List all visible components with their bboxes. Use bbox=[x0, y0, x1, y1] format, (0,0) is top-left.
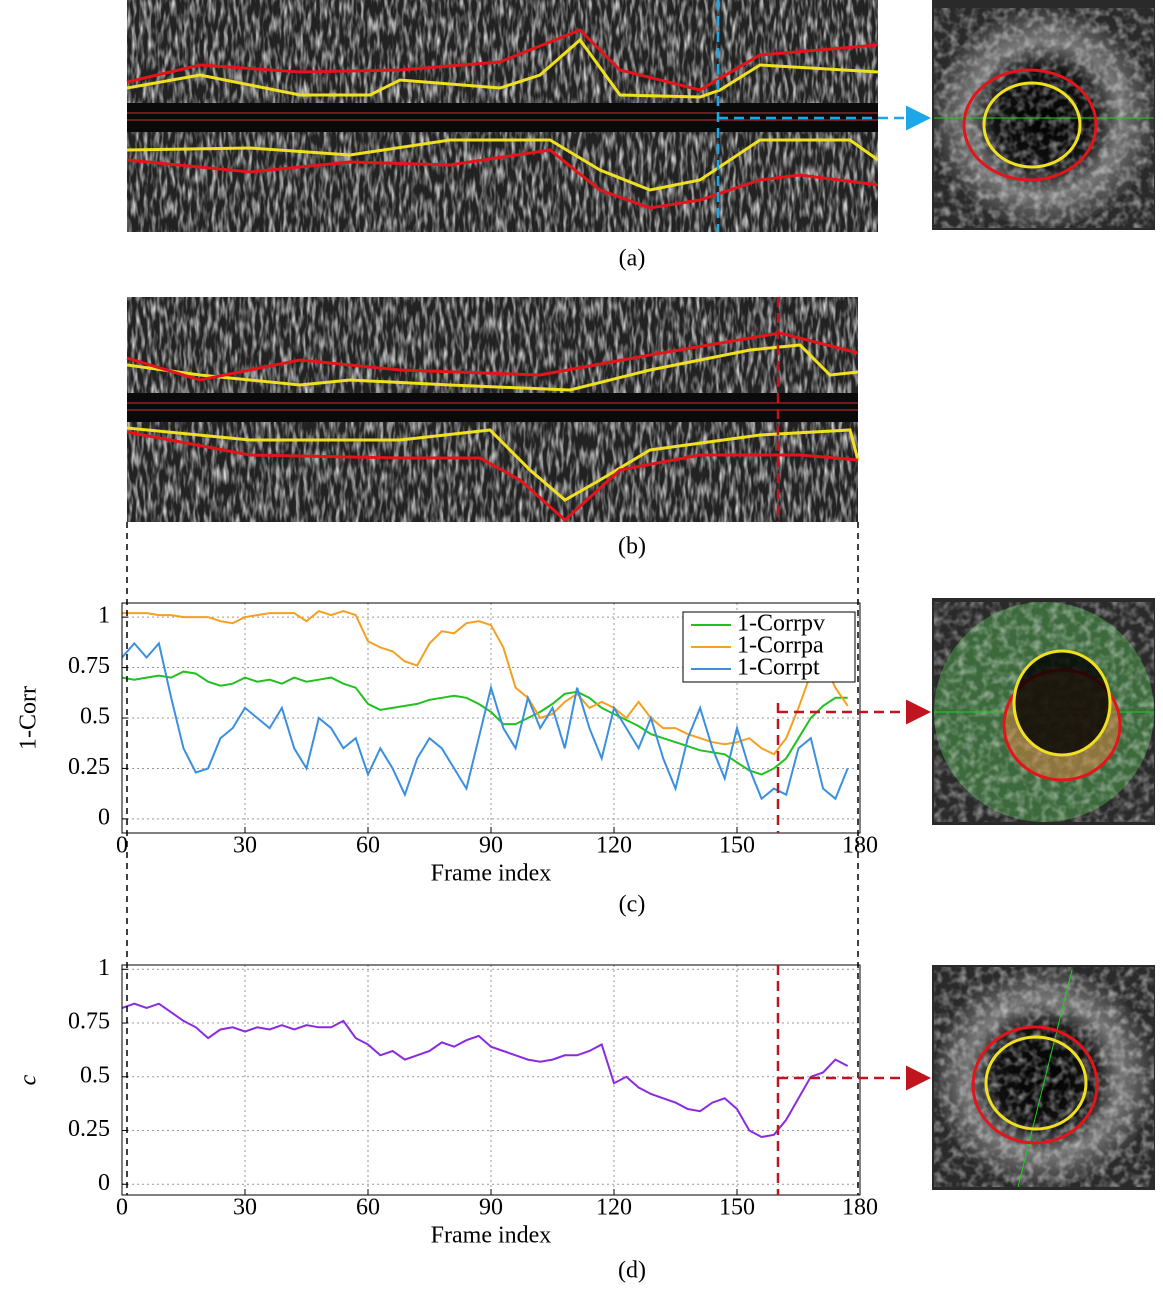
y-tick-label: 0 bbox=[98, 804, 110, 830]
data-line bbox=[121, 670, 848, 776]
x-tick-label: 180 bbox=[842, 1195, 878, 1221]
chart: 0 0.25 0.5 0.75 1 0 30 60 90 120 150 180 Frame index… bbox=[16, 955, 879, 1249]
plot-frame bbox=[121, 964, 861, 1196]
caption: (b) bbox=[618, 534, 646, 560]
chart: 0 0.25 0.5 0.75 1 0 30 60 90 120 150 180 Frame index… bbox=[16, 602, 878, 887]
longitudinal-image-b bbox=[126, 297, 860, 523]
caption: (c) bbox=[619, 892, 646, 918]
ultrasound-image-c bbox=[932, 598, 1155, 825]
ultrasound-image-a bbox=[932, 0, 1155, 230]
y-axis-label: c bbox=[16, 1074, 42, 1085]
y-tick-label: 0.75 bbox=[68, 653, 110, 679]
plot-frame bbox=[121, 602, 861, 834]
x-tick-label: 150 bbox=[719, 833, 755, 859]
legend-label: 1-Corrpv bbox=[737, 611, 825, 637]
y-tick-label: 0.75 bbox=[68, 1009, 110, 1035]
ultrasound-image-d bbox=[932, 965, 1155, 1190]
overlay bbox=[126, 297, 931, 1195]
x-tick-label: 60 bbox=[356, 1195, 380, 1221]
data-line bbox=[121, 1002, 849, 1139]
caption: (a) bbox=[619, 246, 646, 272]
x-tick-label: 120 bbox=[596, 833, 632, 859]
x-tick-label: 120 bbox=[596, 1195, 632, 1221]
x-tick-label: 60 bbox=[356, 833, 380, 859]
x-axis-label: Frame index bbox=[431, 1223, 552, 1249]
x-axis-label: Frame index bbox=[431, 861, 552, 887]
longitudinal-image-a bbox=[126, 0, 879, 232]
x-tick-label: 180 bbox=[842, 833, 878, 859]
x-tick-label: 30 bbox=[233, 833, 257, 859]
x-tick-label: 90 bbox=[479, 1195, 503, 1221]
x-tick-label: 90 bbox=[479, 833, 503, 859]
y-tick-label: 0.25 bbox=[68, 754, 110, 780]
x-tick-label: 30 bbox=[233, 1195, 257, 1221]
legend-label: 1-Corrpa bbox=[737, 633, 824, 659]
x-tick-label: 150 bbox=[719, 1195, 755, 1221]
y-tick-label: 1 bbox=[98, 955, 110, 981]
caption: (d) bbox=[618, 1258, 646, 1284]
legend-label: 1-Corrpt bbox=[737, 655, 820, 681]
y-axis-label: 1-Corr bbox=[16, 686, 42, 750]
charts: 0 0.25 0.5 0.75 1 0 30 60 90 120 150 180 Frame index… bbox=[16, 602, 879, 1249]
y-tick-label: 0.5 bbox=[80, 1062, 110, 1088]
y-tick-label: 1 bbox=[98, 603, 110, 629]
y-tick-label: 0.5 bbox=[80, 704, 110, 730]
y-tick-label: 0.25 bbox=[68, 1116, 110, 1142]
y-tick-label: 0 bbox=[98, 1170, 110, 1196]
x-tick-label: 0 bbox=[116, 833, 128, 859]
x-tick-label: 0 bbox=[116, 1195, 128, 1221]
data-line bbox=[122, 609, 849, 756]
data-line bbox=[121, 641, 849, 801]
